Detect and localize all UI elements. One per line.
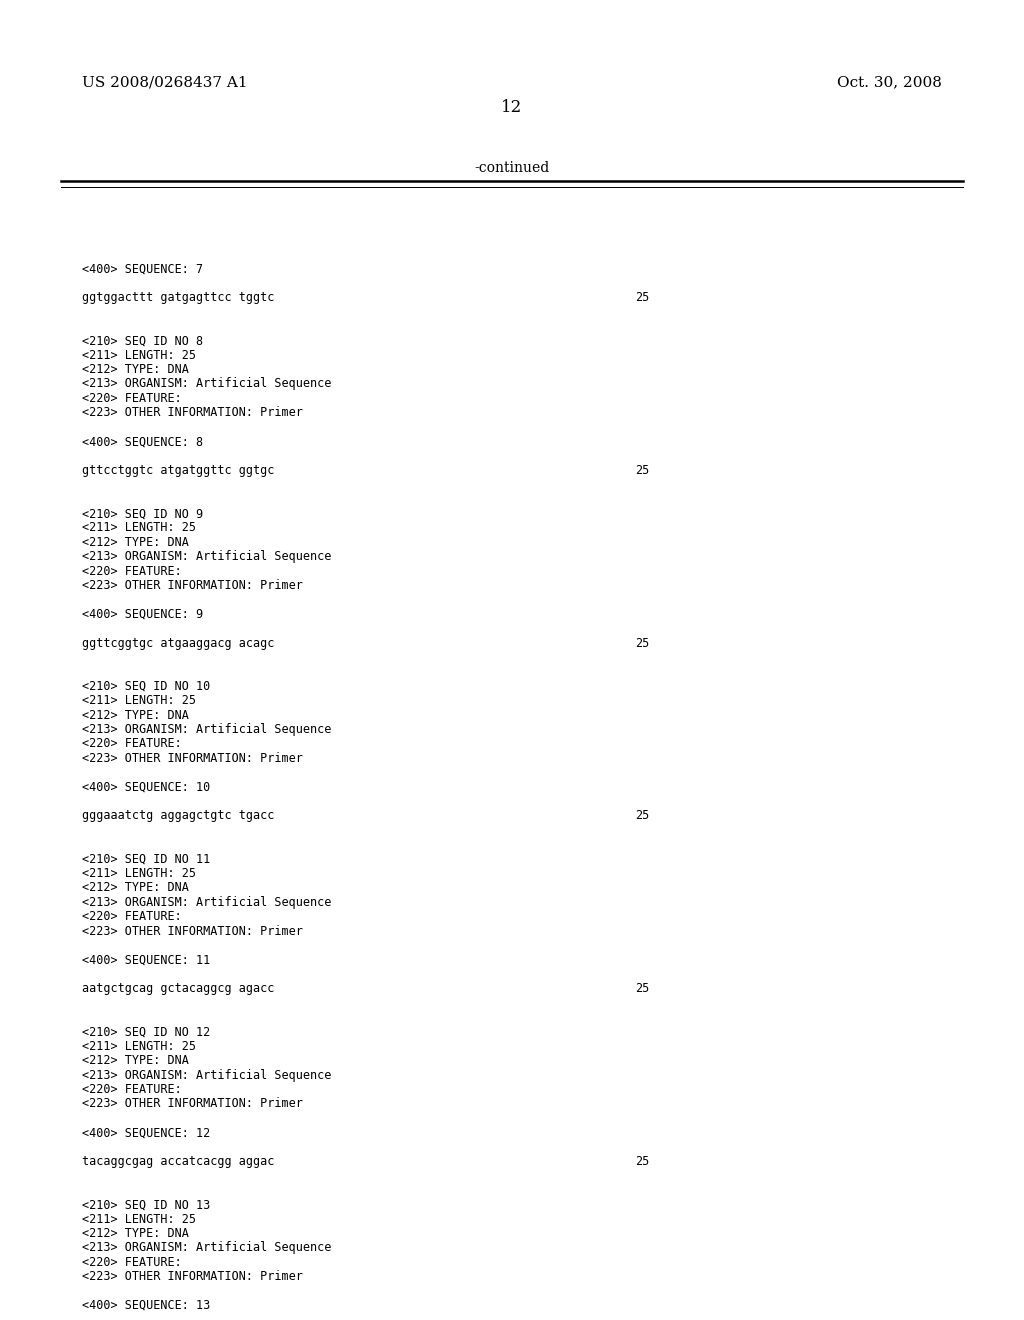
Text: <400> SEQUENCE: 10: <400> SEQUENCE: 10 bbox=[82, 780, 210, 793]
Text: tacaggcgag accatcacgg aggac: tacaggcgag accatcacgg aggac bbox=[82, 1155, 274, 1168]
Text: <211> LENGTH: 25: <211> LENGTH: 25 bbox=[82, 694, 196, 708]
Text: <220> FEATURE:: <220> FEATURE: bbox=[82, 1082, 181, 1096]
Text: <211> LENGTH: 25: <211> LENGTH: 25 bbox=[82, 867, 196, 880]
Text: <400> SEQUENCE: 9: <400> SEQUENCE: 9 bbox=[82, 607, 203, 620]
Text: <400> SEQUENCE: 12: <400> SEQUENCE: 12 bbox=[82, 1126, 210, 1139]
Text: 12: 12 bbox=[502, 99, 522, 116]
Text: <223> OTHER INFORMATION: Primer: <223> OTHER INFORMATION: Primer bbox=[82, 1097, 303, 1110]
Text: gttcctggtc atgatggttc ggtgc: gttcctggtc atgatggttc ggtgc bbox=[82, 463, 274, 477]
Text: <210> SEQ ID NO 12: <210> SEQ ID NO 12 bbox=[82, 1026, 210, 1039]
Text: <210> SEQ ID NO 9: <210> SEQ ID NO 9 bbox=[82, 507, 203, 520]
Text: <213> ORGANISM: Artificial Sequence: <213> ORGANISM: Artificial Sequence bbox=[82, 550, 332, 564]
Text: <212> TYPE: DNA: <212> TYPE: DNA bbox=[82, 709, 188, 722]
Text: <213> ORGANISM: Artificial Sequence: <213> ORGANISM: Artificial Sequence bbox=[82, 1069, 332, 1081]
Text: 25: 25 bbox=[635, 636, 649, 649]
Text: aatgctgcag gctacaggcg agacc: aatgctgcag gctacaggcg agacc bbox=[82, 982, 274, 995]
Text: <210> SEQ ID NO 8: <210> SEQ ID NO 8 bbox=[82, 334, 203, 347]
Text: <213> ORGANISM: Artificial Sequence: <213> ORGANISM: Artificial Sequence bbox=[82, 896, 332, 908]
Text: <400> SEQUENCE: 7: <400> SEQUENCE: 7 bbox=[82, 263, 203, 276]
Text: <212> TYPE: DNA: <212> TYPE: DNA bbox=[82, 1228, 188, 1239]
Text: <223> OTHER INFORMATION: Primer: <223> OTHER INFORMATION: Primer bbox=[82, 407, 303, 420]
Text: <213> ORGANISM: Artificial Sequence: <213> ORGANISM: Artificial Sequence bbox=[82, 723, 332, 737]
Text: <400> SEQUENCE: 11: <400> SEQUENCE: 11 bbox=[82, 953, 210, 966]
Text: <213> ORGANISM: Artificial Sequence: <213> ORGANISM: Artificial Sequence bbox=[82, 378, 332, 391]
Text: <400> SEQUENCE: 13: <400> SEQUENCE: 13 bbox=[82, 1299, 210, 1312]
Text: <212> TYPE: DNA: <212> TYPE: DNA bbox=[82, 882, 188, 895]
Text: <210> SEQ ID NO 13: <210> SEQ ID NO 13 bbox=[82, 1199, 210, 1212]
Text: <220> FEATURE:: <220> FEATURE: bbox=[82, 911, 181, 923]
Text: 25: 25 bbox=[635, 1155, 649, 1168]
Text: <210> SEQ ID NO 11: <210> SEQ ID NO 11 bbox=[82, 853, 210, 866]
Text: <220> FEATURE:: <220> FEATURE: bbox=[82, 738, 181, 751]
Text: -continued: -continued bbox=[474, 161, 550, 174]
Text: <211> LENGTH: 25: <211> LENGTH: 25 bbox=[82, 521, 196, 535]
Text: <223> OTHER INFORMATION: Primer: <223> OTHER INFORMATION: Primer bbox=[82, 924, 303, 937]
Text: <220> FEATURE:: <220> FEATURE: bbox=[82, 1255, 181, 1269]
Text: <211> LENGTH: 25: <211> LENGTH: 25 bbox=[82, 1213, 196, 1225]
Text: <400> SEQUENCE: 8: <400> SEQUENCE: 8 bbox=[82, 436, 203, 447]
Text: 25: 25 bbox=[635, 982, 649, 995]
Text: ggttcggtgc atgaaggacg acagc: ggttcggtgc atgaaggacg acagc bbox=[82, 636, 274, 649]
Text: <211> LENGTH: 25: <211> LENGTH: 25 bbox=[82, 348, 196, 362]
Text: <211> LENGTH: 25: <211> LENGTH: 25 bbox=[82, 1040, 196, 1053]
Text: <223> OTHER INFORMATION: Primer: <223> OTHER INFORMATION: Primer bbox=[82, 752, 303, 764]
Text: US 2008/0268437 A1: US 2008/0268437 A1 bbox=[82, 75, 248, 90]
Text: <210> SEQ ID NO 10: <210> SEQ ID NO 10 bbox=[82, 680, 210, 693]
Text: <212> TYPE: DNA: <212> TYPE: DNA bbox=[82, 363, 188, 376]
Text: <212> TYPE: DNA: <212> TYPE: DNA bbox=[82, 1055, 188, 1067]
Text: 25: 25 bbox=[635, 463, 649, 477]
Text: ggtggacttt gatgagttcc tggtc: ggtggacttt gatgagttcc tggtc bbox=[82, 292, 274, 304]
Text: Oct. 30, 2008: Oct. 30, 2008 bbox=[838, 75, 942, 90]
Text: <220> FEATURE:: <220> FEATURE: bbox=[82, 565, 181, 578]
Text: <223> OTHER INFORMATION: Primer: <223> OTHER INFORMATION: Primer bbox=[82, 579, 303, 593]
Text: <220> FEATURE:: <220> FEATURE: bbox=[82, 392, 181, 405]
Text: <212> TYPE: DNA: <212> TYPE: DNA bbox=[82, 536, 188, 549]
Text: 25: 25 bbox=[635, 809, 649, 822]
Text: gggaaatctg aggagctgtc tgacc: gggaaatctg aggagctgtc tgacc bbox=[82, 809, 274, 822]
Text: 25: 25 bbox=[635, 292, 649, 304]
Text: <213> ORGANISM: Artificial Sequence: <213> ORGANISM: Artificial Sequence bbox=[82, 1241, 332, 1254]
Text: <223> OTHER INFORMATION: Primer: <223> OTHER INFORMATION: Primer bbox=[82, 1270, 303, 1283]
